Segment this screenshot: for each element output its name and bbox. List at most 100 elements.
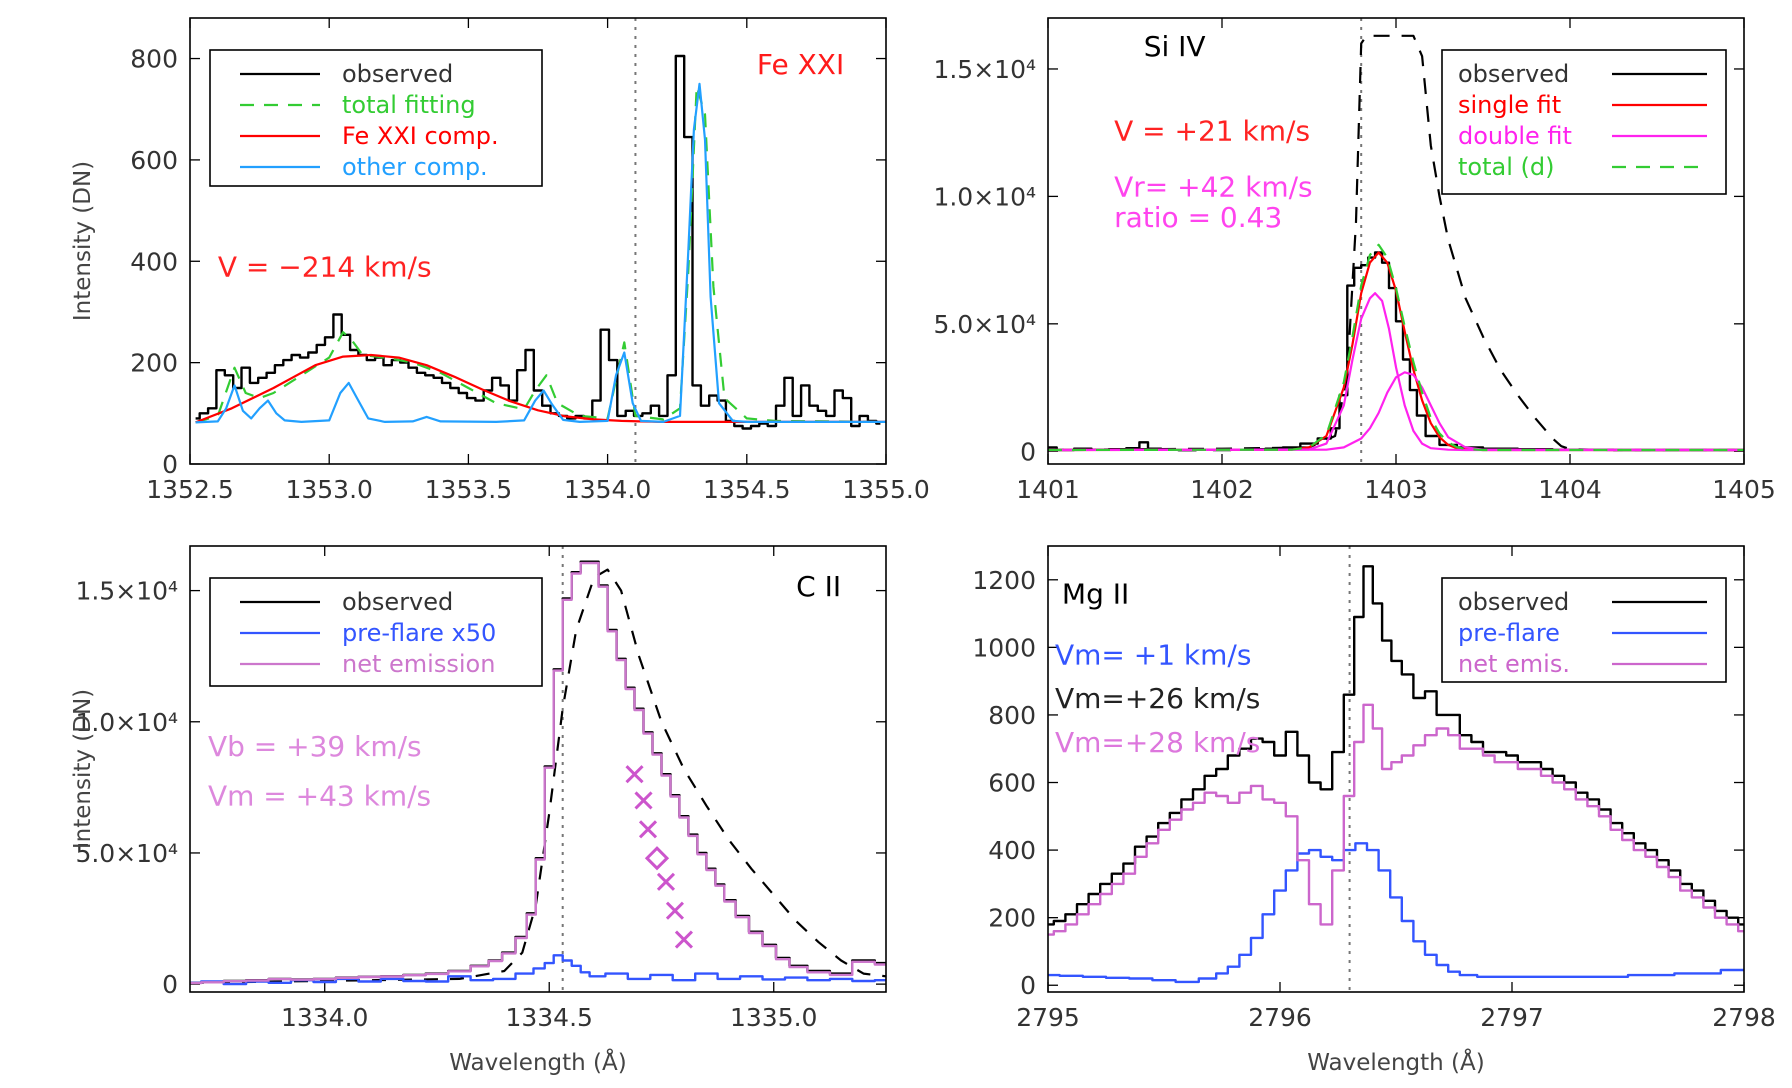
x-tick-label: 1403 (1364, 475, 1428, 504)
x-tick-label: 1352.5 (146, 475, 233, 504)
legend-label: total (d) (1458, 153, 1554, 181)
y-tick-label: 1.5×10⁴ (933, 55, 1036, 84)
x-tick-label: 1354.5 (703, 475, 790, 504)
annotation: Vb = +39 km/s (208, 730, 422, 763)
x-tick-label: 1334.0 (281, 1003, 368, 1032)
legend: observed total fitting Fe XXI comp. other c… (209, 49, 543, 187)
legend-label: Fe XXI comp. (342, 122, 499, 150)
x-tick-label: 1354.0 (564, 475, 651, 504)
y-tick-label: 1.0×10⁴ (933, 182, 1036, 211)
axes-frame (1047, 545, 1745, 993)
annotation: Mg II (1062, 577, 1129, 610)
annotation: V = −214 km/s (218, 250, 432, 283)
y-tick-label: 0 (162, 450, 178, 479)
y-tick-label: 1000 (972, 633, 1036, 662)
series-observed (1048, 565, 1744, 926)
series-fe-xxi-comp- (195, 353, 886, 424)
y-tick-label: 5.0×10⁴ (75, 839, 178, 868)
legend-label: net emis. (1458, 650, 1570, 678)
axes-frame (1047, 17, 1745, 465)
legend-label: observed (1458, 588, 1569, 616)
annotation: V = +21 km/s (1114, 114, 1310, 147)
y-tick-label: 200 (988, 904, 1036, 933)
legend-label: total fitting (342, 91, 476, 119)
y-axis-label: Intensity (DN) (70, 689, 96, 849)
annotation: C II (796, 570, 841, 603)
x-tick-label: 2796 (1248, 1003, 1312, 1032)
annotation: Fe XXI (757, 48, 844, 81)
series-pre-flare (1048, 842, 1744, 984)
legend-label: net emission (342, 650, 495, 678)
x-tick-label: 2795 (1016, 1003, 1080, 1032)
x-tick-label: 1353.0 (285, 475, 372, 504)
legend-box (209, 49, 543, 187)
annotation: Vm=+28 km/s (1055, 726, 1260, 759)
series-net-emis- (1048, 703, 1744, 936)
axes-frame (189, 545, 887, 993)
series-single-fit (1048, 251, 1744, 452)
annotation: ratio = 0.43 (1114, 201, 1282, 234)
series-net-emission (190, 561, 886, 985)
y-tick-label: 600 (130, 146, 178, 175)
x-tick-label: 1404 (1538, 475, 1602, 504)
series-observed (195, 54, 881, 430)
plot-area (195, 18, 886, 464)
x-tick-label: 1334.5 (505, 1003, 592, 1032)
panel-mg-ii: 2795 2796 2797 2798 0 200 400 600 800 1000 1200 Wav… (972, 545, 1776, 1076)
y-tick-label: 400 (130, 247, 178, 276)
plot-area (1048, 546, 1744, 992)
y-tick-label: 0 (1020, 437, 1036, 466)
plot-area (190, 546, 886, 992)
x-tick-label: 1402 (1190, 475, 1254, 504)
series-total-fitting (195, 85, 886, 424)
y-tick-label: 600 (988, 769, 1036, 798)
panel-c-ii: 1334.0 1334.5 1335.0 0 5.0×10⁴ 1.0×10⁴ 1.5×10⁴… (70, 545, 887, 1076)
legend-label: observed (342, 60, 453, 88)
y-tick-label: 400 (988, 836, 1036, 865)
cross-marker (638, 820, 658, 839)
legend-label: double fit (1458, 122, 1572, 150)
y-tick-label: 200 (130, 349, 178, 378)
x-tick-label: 2798 (1712, 1003, 1776, 1032)
diamond-marker (644, 846, 670, 871)
series-pre-flare-x50 (190, 954, 886, 986)
cross-marker (674, 930, 693, 949)
legend-label: observed (342, 588, 453, 616)
plot-area (1048, 18, 1744, 464)
panel-fe-xxi: 1352.5 1353.0 1353.5 1354.0 1354.5 1355.0 0 200… (70, 17, 930, 504)
x-tick-label: 2797 (1480, 1003, 1544, 1032)
annotation: Vm=+26 km/s (1055, 682, 1260, 715)
x-tick-label: 1335.0 (730, 1003, 817, 1032)
y-tick-label: 800 (130, 45, 178, 74)
panel-si-iv: 1401 1402 1403 1404 1405 0 5.0×10⁴ 1.0×10⁴ 1.5×1… (933, 17, 1776, 504)
y-tick-label: 5.0×10⁴ (933, 310, 1036, 339)
y-tick-label: 0 (162, 970, 178, 999)
x-tick-label: 1405 (1712, 475, 1776, 504)
annotation: Vr= +42 km/s (1114, 170, 1313, 203)
annotation: Vm= +1 km/s (1055, 638, 1251, 671)
series-double-fit-2 (1048, 371, 1744, 452)
legend-label: single fit (1458, 91, 1561, 119)
cross-marker (665, 901, 685, 920)
y-axis-label: Intensity (DN) (70, 161, 96, 321)
series-total-d- (1048, 243, 1744, 452)
cross-marker (656, 872, 676, 891)
x-tick-label: 1353.5 (425, 475, 512, 504)
legend: observed single fit double fit total (d) (1441, 49, 1727, 195)
legend-label: pre-flare x50 (342, 619, 496, 647)
legend: observed pre-flare x50 net emission (209, 577, 543, 687)
y-tick-label: 800 (988, 701, 1036, 730)
cross-marker (634, 791, 653, 810)
x-tick-label: 1401 (1016, 475, 1080, 504)
cross-marker (625, 765, 644, 784)
series-other-comp- (195, 82, 886, 424)
legend-label: pre-flare (1458, 619, 1560, 647)
legend-label: other comp. (342, 153, 488, 181)
series-double-fit (1048, 292, 1744, 452)
legend-label: observed (1458, 60, 1569, 88)
x-axis-label: Wavelength (Å) (1307, 1048, 1484, 1076)
legend: observed pre-flare net emis. (1441, 577, 1727, 683)
axes-frame (189, 17, 887, 465)
y-tick-label: 1200 (972, 566, 1036, 595)
